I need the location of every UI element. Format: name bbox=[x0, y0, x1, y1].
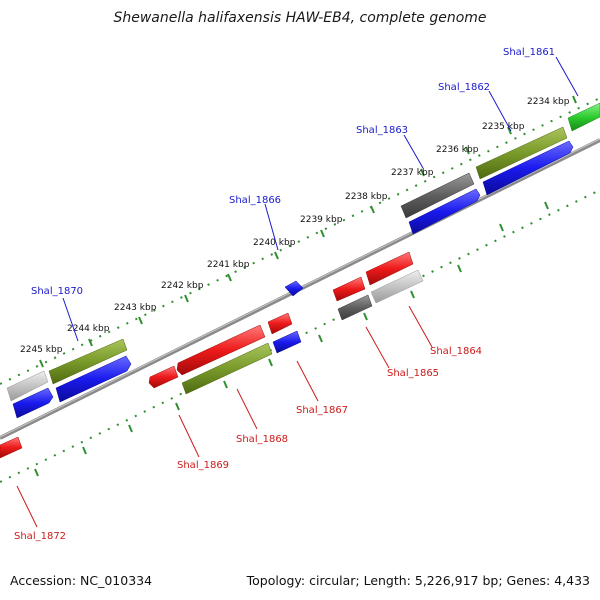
kbp-tick bbox=[82, 446, 87, 455]
gene-label-reverse[interactable]: Shal_1868 bbox=[236, 434, 288, 445]
kbp-tick bbox=[223, 380, 228, 389]
kbp-label: 2241 kbp bbox=[207, 260, 250, 270]
forward-features bbox=[6, 102, 600, 419]
leader-line bbox=[555, 56, 579, 97]
accession-text: Accession: NC_010334 bbox=[10, 573, 153, 588]
cds-forward[interactable] bbox=[272, 330, 302, 354]
feature-light-gray[interactable] bbox=[6, 370, 49, 402]
kbp-tick bbox=[507, 126, 512, 135]
feature-dark-gray[interactable] bbox=[337, 294, 373, 321]
kbp-label: 2243 kbp bbox=[114, 303, 157, 313]
kbp-tick bbox=[370, 205, 375, 214]
feature-green[interactable] bbox=[567, 102, 600, 132]
gene-label-forward[interactable]: Shal_1866 bbox=[229, 195, 281, 206]
kbp-tick bbox=[274, 251, 279, 260]
feature-olive[interactable] bbox=[181, 342, 273, 395]
feature-dark-gray[interactable] bbox=[400, 172, 475, 219]
kbp-labels: 2234 kbp 2235 kbp 2236 kbp 2237 kbp 2238… bbox=[20, 97, 570, 355]
kbp-tick bbox=[268, 358, 273, 367]
kbp-label: 2234 kbp bbox=[527, 97, 570, 107]
cds-reverse[interactable] bbox=[365, 251, 414, 286]
kbp-tick bbox=[184, 294, 189, 303]
cds-reverse[interactable] bbox=[267, 312, 293, 335]
kbp-tick bbox=[572, 95, 577, 104]
gene-label-forward[interactable]: Shal_1863 bbox=[356, 125, 408, 136]
reverse-scale-track bbox=[0, 189, 600, 483]
kbp-tick bbox=[88, 338, 93, 347]
gene-label-reverse[interactable]: Shal_1869 bbox=[177, 460, 229, 471]
gene-leaders bbox=[16, 56, 579, 528]
leader-line bbox=[408, 305, 433, 348]
cds-reverse[interactable] bbox=[176, 324, 266, 376]
leader-line bbox=[264, 203, 279, 251]
kbp-tick bbox=[138, 316, 143, 325]
gene-label-forward[interactable]: Shal_1862 bbox=[438, 82, 490, 93]
gene-label-reverse[interactable]: Shal_1867 bbox=[296, 405, 348, 416]
leader-line bbox=[62, 297, 79, 342]
kbp-tick bbox=[457, 264, 462, 273]
kbp-tick bbox=[175, 402, 180, 411]
kbp-label: 2240 kbp bbox=[253, 238, 296, 248]
leader-line bbox=[178, 414, 200, 458]
kbp-tick bbox=[320, 229, 325, 238]
kbp-label: 2242 kbp bbox=[161, 281, 204, 291]
kbp-tick bbox=[544, 201, 549, 210]
kbp-label: 2236 kbp bbox=[436, 145, 479, 155]
leader-line bbox=[365, 326, 390, 369]
map-title: Shewanella halifaxensis HAW-EB4, complet… bbox=[113, 10, 486, 26]
cds-forward[interactable] bbox=[55, 355, 132, 403]
kbp-tick bbox=[410, 290, 415, 299]
cds-forward[interactable] bbox=[482, 140, 574, 196]
topology-text: Topology: circular; Length: 5,226,917 bp… bbox=[246, 573, 590, 588]
cds-reverse[interactable] bbox=[0, 436, 23, 459]
gene-label-reverse[interactable]: Shal_1864 bbox=[430, 346, 482, 357]
cds-reverse[interactable] bbox=[332, 276, 366, 302]
kbp-tick bbox=[128, 424, 133, 433]
gene-label-forward[interactable]: Shal_1870 bbox=[31, 286, 83, 297]
cds-forward[interactable] bbox=[408, 188, 481, 235]
kbp-label: 2244 kbp bbox=[67, 324, 110, 334]
leader-line bbox=[403, 134, 424, 169]
kbp-tick bbox=[227, 273, 232, 282]
feature-olive[interactable] bbox=[48, 338, 128, 385]
kbp-label: 2238 kbp bbox=[345, 192, 388, 202]
kbp-label: 2245 kbp bbox=[20, 345, 63, 355]
kbp-tick bbox=[39, 359, 44, 368]
forward-scale-track bbox=[0, 97, 600, 385]
leader-line bbox=[296, 360, 319, 402]
kbp-label: 2235 kbp bbox=[482, 122, 525, 132]
kbp-tick bbox=[363, 312, 368, 321]
kbp-tick bbox=[34, 468, 39, 477]
cds-forward[interactable] bbox=[12, 387, 54, 419]
reverse-features bbox=[0, 251, 424, 459]
kbp-tick bbox=[420, 168, 425, 177]
leader-line bbox=[236, 388, 258, 430]
feature-light-gray[interactable] bbox=[370, 269, 424, 304]
kbp-label: 2237 kbp bbox=[391, 168, 434, 178]
major-ticks bbox=[34, 95, 577, 477]
gene-labels: Shal_1861 Shal_1862 Shal_1863 Shal_1866 … bbox=[14, 47, 555, 542]
leader-line bbox=[16, 485, 38, 528]
kbp-label: 2239 kbp bbox=[300, 215, 343, 225]
kbp-tick bbox=[499, 223, 504, 232]
leader-line bbox=[488, 90, 512, 132]
gene-label-forward[interactable]: Shal_1861 bbox=[503, 47, 555, 58]
gene-label-reverse[interactable]: Shal_1872 bbox=[14, 531, 66, 542]
cds-forward[interactable] bbox=[284, 280, 304, 297]
gene-label-reverse[interactable]: Shal_1865 bbox=[387, 368, 439, 379]
feature-olive[interactable] bbox=[475, 126, 568, 180]
kbp-tick bbox=[465, 146, 470, 155]
cds-reverse[interactable] bbox=[148, 365, 179, 389]
kbp-tick bbox=[318, 334, 323, 343]
